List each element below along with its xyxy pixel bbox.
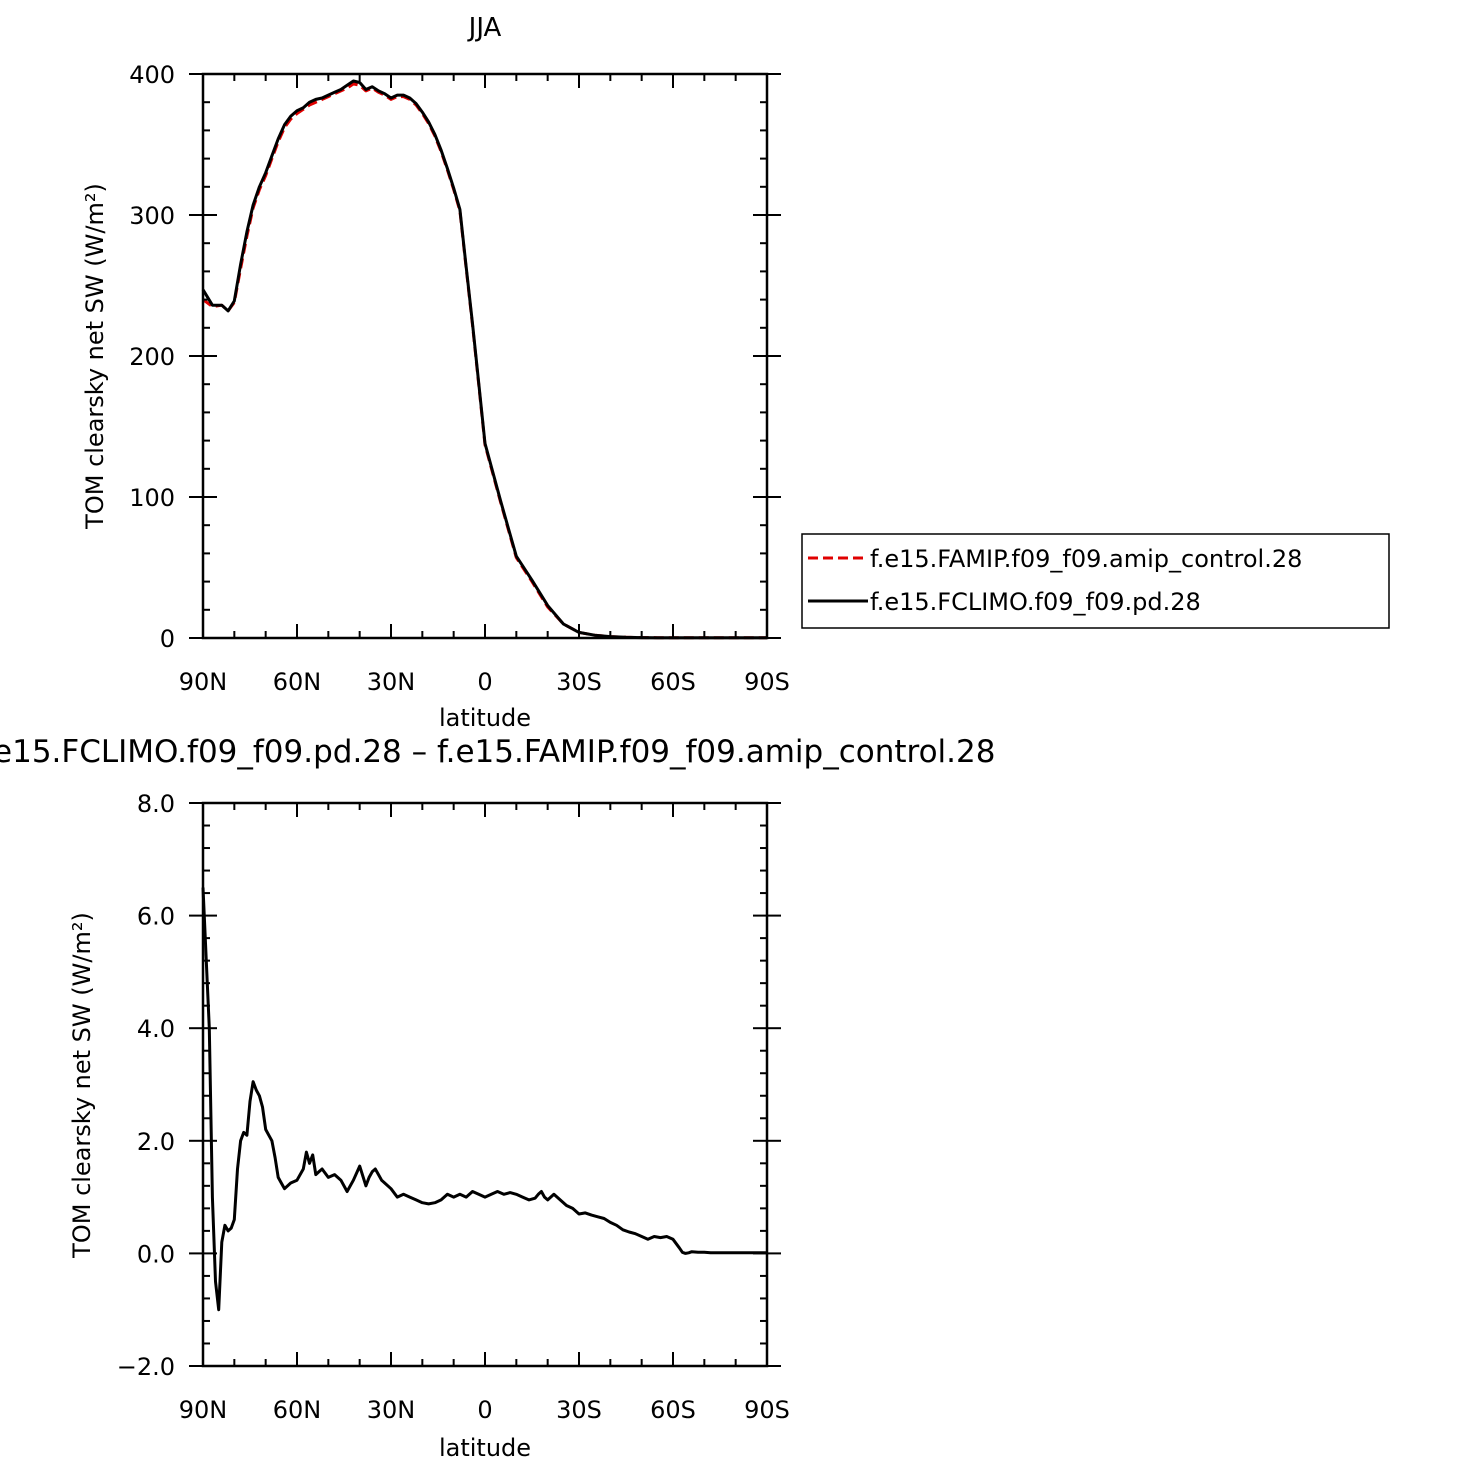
x-tick-label: 0: [477, 668, 492, 696]
bottom-panel: f.e15.FCLIMO.f09_f09.pd.28 – f.e15.FAMIP…: [0, 734, 995, 1462]
top-panel-x-axis-label: latitude: [439, 704, 531, 732]
y-tick-label: 2.0: [137, 1128, 175, 1156]
y-tick-label: 200: [129, 343, 175, 371]
x-tick-label: 60S: [650, 668, 696, 696]
top-panel-axes: 90N 60N 30N 0 30S 60S 90S 0 100 200 300 400: [129, 61, 790, 696]
bottom-panel-title: f.e15.FCLIMO.f09_f09.pd.28 – f.e15.FAMIP…: [0, 734, 995, 770]
x-tick-label: 60S: [650, 1396, 696, 1424]
bottom-panel-frame: [201, 801, 769, 1368]
x-tick-label: 90S: [744, 668, 790, 696]
y-tick-label: −2.0: [117, 1353, 175, 1381]
x-tick-label: 60N: [273, 1396, 322, 1424]
x-tick-label: 60N: [273, 668, 322, 696]
y-tick-label: 6.0: [137, 903, 175, 931]
top-panel: JJA 90N 60N 30N 0 30S 60S 90S 0 100 200 300 400 lat…: [81, 13, 790, 732]
x-tick-label: 30S: [556, 1396, 602, 1424]
legend-label-fclimo: f.e15.FCLIMO.f09_f09.pd.28: [870, 588, 1201, 616]
top-panel-title: JJA: [467, 13, 502, 43]
top-panel-y-axis-label: TOM clearsky net SW (W/m²): [81, 183, 109, 530]
difference-line: [201, 887, 767, 1312]
bottom-panel-y-axis-label: TOM clearsky net SW (W/m²): [68, 912, 96, 1259]
x-tick-label: 30N: [367, 1396, 416, 1424]
legend-label-famip: f.e15.FAMIP.f09_f09.amip_control.28: [870, 545, 1302, 573]
x-tick-label: 90S: [744, 1396, 790, 1424]
y-tick-label: 0: [160, 625, 175, 653]
top-panel-frame: [201, 72, 769, 640]
bottom-panel-x-axis-label: latitude: [439, 1434, 531, 1462]
y-tick-label: 8.0: [137, 790, 175, 818]
series-line-0: [202, 82, 767, 640]
legend-box: [801, 533, 1390, 629]
x-tick-label: 90N: [179, 1396, 228, 1424]
x-tick-label: 0: [477, 1396, 492, 1424]
top-panel-series: [201, 79, 767, 640]
y-tick-label: 400: [129, 61, 175, 89]
y-tick-label: 4.0: [137, 1015, 175, 1043]
y-tick-label: 0.0: [137, 1240, 175, 1268]
y-tick-label: 100: [129, 484, 175, 512]
series-line-1: [201, 79, 767, 640]
x-tick-label: 30N: [367, 668, 416, 696]
legend: f.e15.FAMIP.f09_f09.amip_control.28 f.e1…: [801, 533, 1390, 629]
x-tick-label: 90N: [179, 668, 228, 696]
bottom-panel-axes: 90N 60N 30N 0 30S 60S 90S −2.0 0.0 2.0 4.0 6.0 8.0: [117, 790, 790, 1424]
y-tick-label: 300: [129, 202, 175, 230]
bottom-panel-series: [201, 887, 767, 1312]
x-tick-label: 30S: [556, 668, 602, 696]
